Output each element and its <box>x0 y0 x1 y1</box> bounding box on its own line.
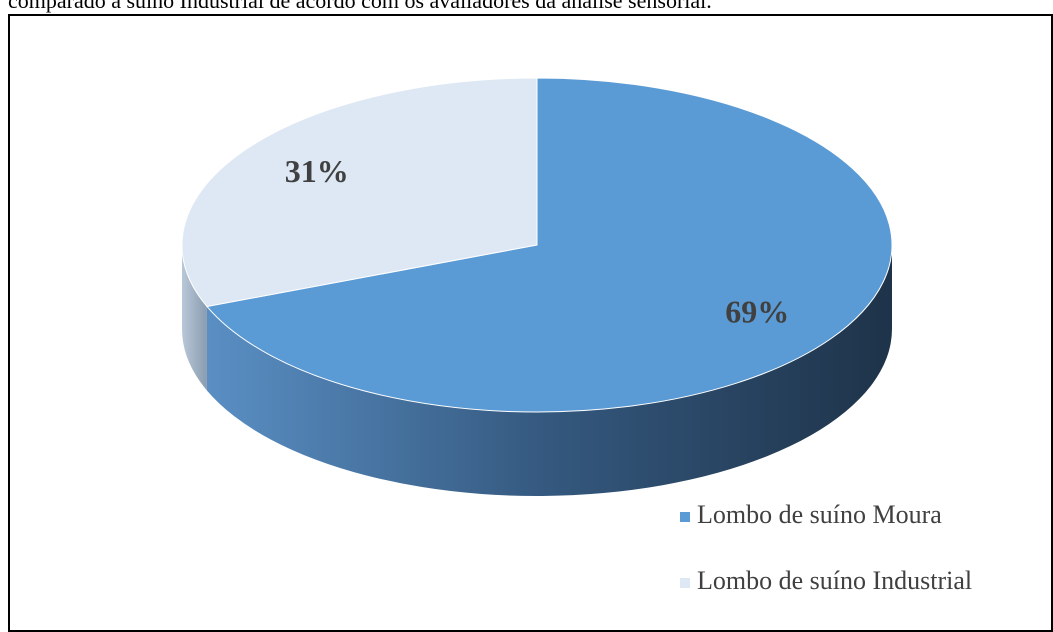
slice-side <box>182 245 207 391</box>
legend-label: Lombo de suíno Moura <box>697 500 942 529</box>
legend-swatch <box>680 512 690 522</box>
caption: comparado a suíno Industrial de acordo c… <box>8 0 712 13</box>
slice <box>205 77 893 413</box>
slice <box>181 77 538 308</box>
legend-label: Lombo de suíno Industrial <box>697 566 972 595</box>
data-label: 31% <box>285 153 349 189</box>
frame <box>8 14 1053 632</box>
data-label: 69% <box>725 294 789 330</box>
slice-side <box>206 245 893 497</box>
legend-swatch <box>680 578 690 588</box>
